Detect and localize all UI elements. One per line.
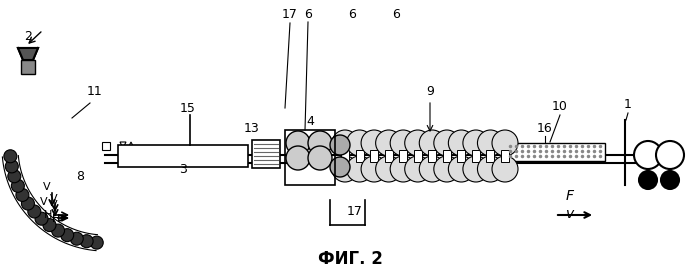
Circle shape: [639, 171, 657, 189]
Text: 3: 3: [179, 163, 187, 176]
Circle shape: [52, 224, 64, 237]
Circle shape: [656, 141, 684, 169]
Circle shape: [43, 219, 56, 232]
Circle shape: [346, 156, 372, 182]
Circle shape: [308, 146, 332, 170]
Circle shape: [61, 229, 74, 242]
Text: 11: 11: [87, 85, 103, 98]
Circle shape: [361, 156, 387, 182]
Polygon shape: [18, 48, 38, 60]
Bar: [472, 150, 480, 162]
Circle shape: [361, 130, 387, 156]
Circle shape: [332, 130, 358, 156]
Circle shape: [11, 179, 25, 192]
Text: 10: 10: [552, 100, 568, 113]
Text: 17: 17: [347, 205, 363, 218]
Circle shape: [376, 156, 402, 182]
Text: v: v: [566, 207, 574, 221]
Circle shape: [661, 171, 679, 189]
Text: 6: 6: [392, 8, 400, 21]
Text: V: V: [41, 197, 48, 207]
Circle shape: [90, 236, 103, 249]
Circle shape: [434, 156, 460, 182]
Bar: [443, 150, 451, 162]
Circle shape: [80, 235, 93, 248]
Circle shape: [492, 156, 518, 182]
Circle shape: [308, 131, 332, 155]
Text: H: H: [44, 210, 52, 220]
Text: 16: 16: [537, 122, 553, 135]
Bar: [384, 150, 393, 162]
Circle shape: [22, 197, 34, 210]
Circle shape: [477, 130, 503, 156]
Bar: [457, 150, 466, 162]
Text: H: H: [52, 214, 60, 224]
Circle shape: [492, 130, 518, 156]
Circle shape: [6, 160, 18, 173]
Bar: [428, 150, 436, 162]
Circle shape: [634, 141, 662, 169]
Text: 8: 8: [76, 170, 84, 183]
Circle shape: [477, 156, 503, 182]
Bar: [21, 60, 35, 74]
Circle shape: [449, 130, 475, 156]
Circle shape: [35, 212, 48, 225]
Circle shape: [376, 130, 402, 156]
Circle shape: [463, 130, 489, 156]
Text: 6: 6: [304, 8, 312, 21]
Bar: [341, 150, 349, 162]
Text: V: V: [50, 200, 57, 210]
Text: V: V: [43, 182, 51, 192]
Circle shape: [390, 130, 416, 156]
Circle shape: [419, 130, 445, 156]
Bar: [486, 150, 494, 162]
Circle shape: [286, 146, 310, 170]
Text: 15: 15: [180, 102, 196, 115]
Circle shape: [405, 130, 430, 156]
Circle shape: [16, 188, 29, 202]
Circle shape: [434, 130, 460, 156]
Text: H: H: [52, 214, 60, 224]
Circle shape: [390, 156, 416, 182]
Circle shape: [449, 156, 475, 182]
Circle shape: [70, 232, 83, 245]
Circle shape: [4, 150, 17, 163]
Text: 4: 4: [306, 115, 314, 128]
Text: 17: 17: [282, 8, 298, 21]
Bar: [118, 145, 248, 167]
Text: 6: 6: [348, 8, 356, 21]
Text: 9: 9: [426, 85, 434, 98]
Text: ФИГ. 2: ФИГ. 2: [318, 250, 382, 268]
Text: F: F: [566, 189, 574, 203]
Text: 2: 2: [24, 30, 32, 43]
Text: 1: 1: [624, 98, 632, 111]
Circle shape: [330, 135, 350, 155]
Text: V: V: [50, 194, 57, 204]
Bar: [505, 143, 605, 161]
Circle shape: [346, 130, 372, 156]
Circle shape: [330, 157, 350, 177]
Circle shape: [463, 156, 489, 182]
Circle shape: [8, 170, 21, 183]
Circle shape: [286, 131, 310, 155]
Bar: [252, 140, 280, 168]
Bar: [370, 150, 378, 162]
Bar: [399, 150, 407, 162]
Bar: [501, 150, 509, 162]
Bar: [414, 150, 421, 162]
Circle shape: [419, 156, 445, 182]
Circle shape: [405, 156, 430, 182]
Bar: [285, 130, 335, 185]
Circle shape: [332, 156, 358, 182]
Bar: [356, 150, 363, 162]
Text: 13: 13: [244, 122, 260, 135]
Circle shape: [28, 205, 41, 218]
